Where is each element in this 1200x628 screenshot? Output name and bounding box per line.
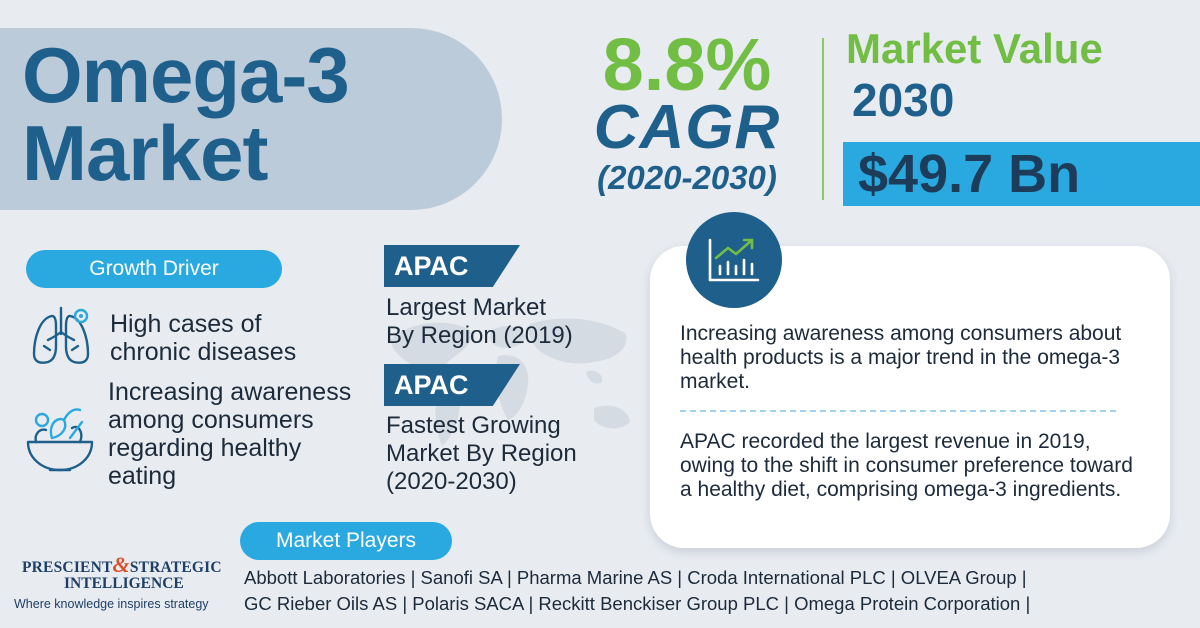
apac-fastest-line-1: Fastest Growing xyxy=(386,412,561,439)
apac-largest-text: Largest Market By Region (2019) xyxy=(386,294,573,350)
card-divider xyxy=(680,410,1116,412)
apac-largest-line-1: Largest Market xyxy=(386,294,547,321)
title-line-2: Market xyxy=(22,109,268,197)
market-value-year: 2030 xyxy=(852,74,955,126)
growth-driver-item-2-line-1: Increasing awareness xyxy=(108,378,352,406)
trend-chart-icon xyxy=(686,212,782,308)
page-title: Omega-3 Market xyxy=(22,31,350,197)
growth-driver-item-2: Increasing awareness among consumers reg… xyxy=(108,378,351,490)
insight-text-1: Increasing awareness among consumers abo… xyxy=(680,322,1122,393)
title-background xyxy=(0,28,502,210)
market-players-line-2: GC Rieber Oils AS | Polaris SACA | Recki… xyxy=(244,593,1031,614)
cagr-period: (2020-2030) xyxy=(597,159,777,196)
apac-fastest-line-2: Market By Region xyxy=(386,440,577,467)
growth-driver-item-1-line-1: High cases of xyxy=(110,310,262,338)
title-line-1: Omega-3 xyxy=(22,31,350,119)
insight-text-2: APAC recorded the largest revenue in 201… xyxy=(680,430,1133,501)
logo-ampersand: & xyxy=(112,552,130,577)
lungs-icon xyxy=(32,306,90,364)
apac-largest-tag: APAC xyxy=(384,245,520,287)
market-players-line-1: Abbott Laboratories | Sanofi SA | Pharma… xyxy=(244,567,1027,588)
vertical-divider xyxy=(822,38,824,200)
market-value-amount: $49.7 Bn xyxy=(858,144,1081,204)
logo-word-prescient: PRESCIENT xyxy=(22,559,113,576)
logo-tagline: Where knowledge inspires strategy xyxy=(14,597,209,611)
logo-word-intelligence: INTELLIGENCE xyxy=(64,575,184,592)
market-players-heading: Market Players xyxy=(240,522,452,560)
apac-fastest-text: Fastest Growing Market By Region (2020-2… xyxy=(386,412,577,496)
growth-driver-item-2-line-2: among consumers xyxy=(108,406,314,434)
market-value-label: Market Value xyxy=(846,25,1103,72)
growth-driver-item-1: High cases of chronic diseases xyxy=(110,310,296,366)
growth-driver-heading: Growth Driver xyxy=(26,250,282,288)
growth-driver-item-2-line-3: regarding healthy xyxy=(108,434,302,462)
salad-bowl-icon xyxy=(26,408,94,472)
logo: PRESCIENT&STRATEGIC xyxy=(22,554,222,577)
apac-fastest-tag: APAC xyxy=(384,364,520,406)
cagr-percent: 8.8% xyxy=(602,23,772,106)
market-value-box xyxy=(843,142,1200,206)
apac-fastest-line-3: (2020-2030) xyxy=(386,468,517,495)
cagr-label: CAGR xyxy=(593,93,781,162)
apac-largest-line-2: By Region (2019) xyxy=(386,322,573,349)
growth-driver-item-2-line-4: eating xyxy=(108,462,177,490)
growth-driver-item-1-line-2: chronic diseases xyxy=(110,338,297,366)
logo-word-strategic: STRATEGIC xyxy=(129,559,222,576)
